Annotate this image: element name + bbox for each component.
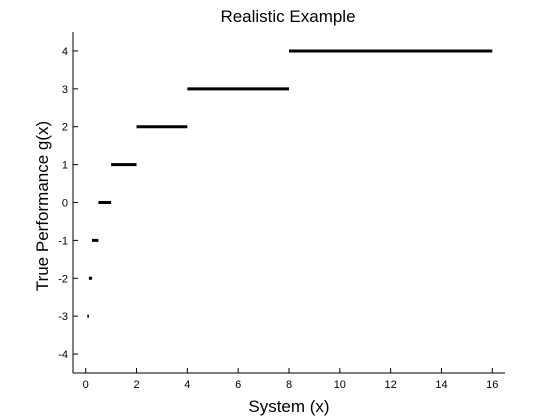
y-tick-label: -4 (58, 349, 68, 361)
x-tick-label: 2 (133, 379, 139, 391)
y-tick-label: 1 (62, 160, 68, 172)
y-tick-label: 3 (62, 84, 68, 96)
x-tick-label: 6 (235, 379, 241, 391)
y-tick-label: -2 (58, 273, 68, 285)
y-tick-label: 0 (62, 198, 68, 210)
step-series (87, 49, 493, 318)
x-tick-label: 8 (286, 379, 292, 391)
y-tick-label: -1 (58, 235, 68, 247)
x-tick-label: 12 (385, 379, 397, 391)
x-tick-label: 0 (83, 379, 89, 391)
x-ticks: 0 2 4 6 8 10 12 14 16 (83, 368, 498, 391)
x-tick-label: 4 (184, 379, 190, 391)
x-tick-label: 14 (435, 379, 447, 391)
x-axis-label: System (x) (248, 397, 329, 416)
y-ticks: -4 -3 -2 -1 0 1 2 3 4 (58, 46, 78, 361)
y-axis-label: True Performance g(x) (33, 121, 52, 291)
y-tick-label: 2 (62, 122, 68, 134)
x-tick-label: 16 (486, 379, 498, 391)
chart-title: Realistic Example (220, 7, 355, 26)
y-tick-label: -3 (58, 311, 68, 323)
y-tick-label: 4 (62, 46, 68, 58)
x-tick-label: 10 (334, 379, 346, 391)
